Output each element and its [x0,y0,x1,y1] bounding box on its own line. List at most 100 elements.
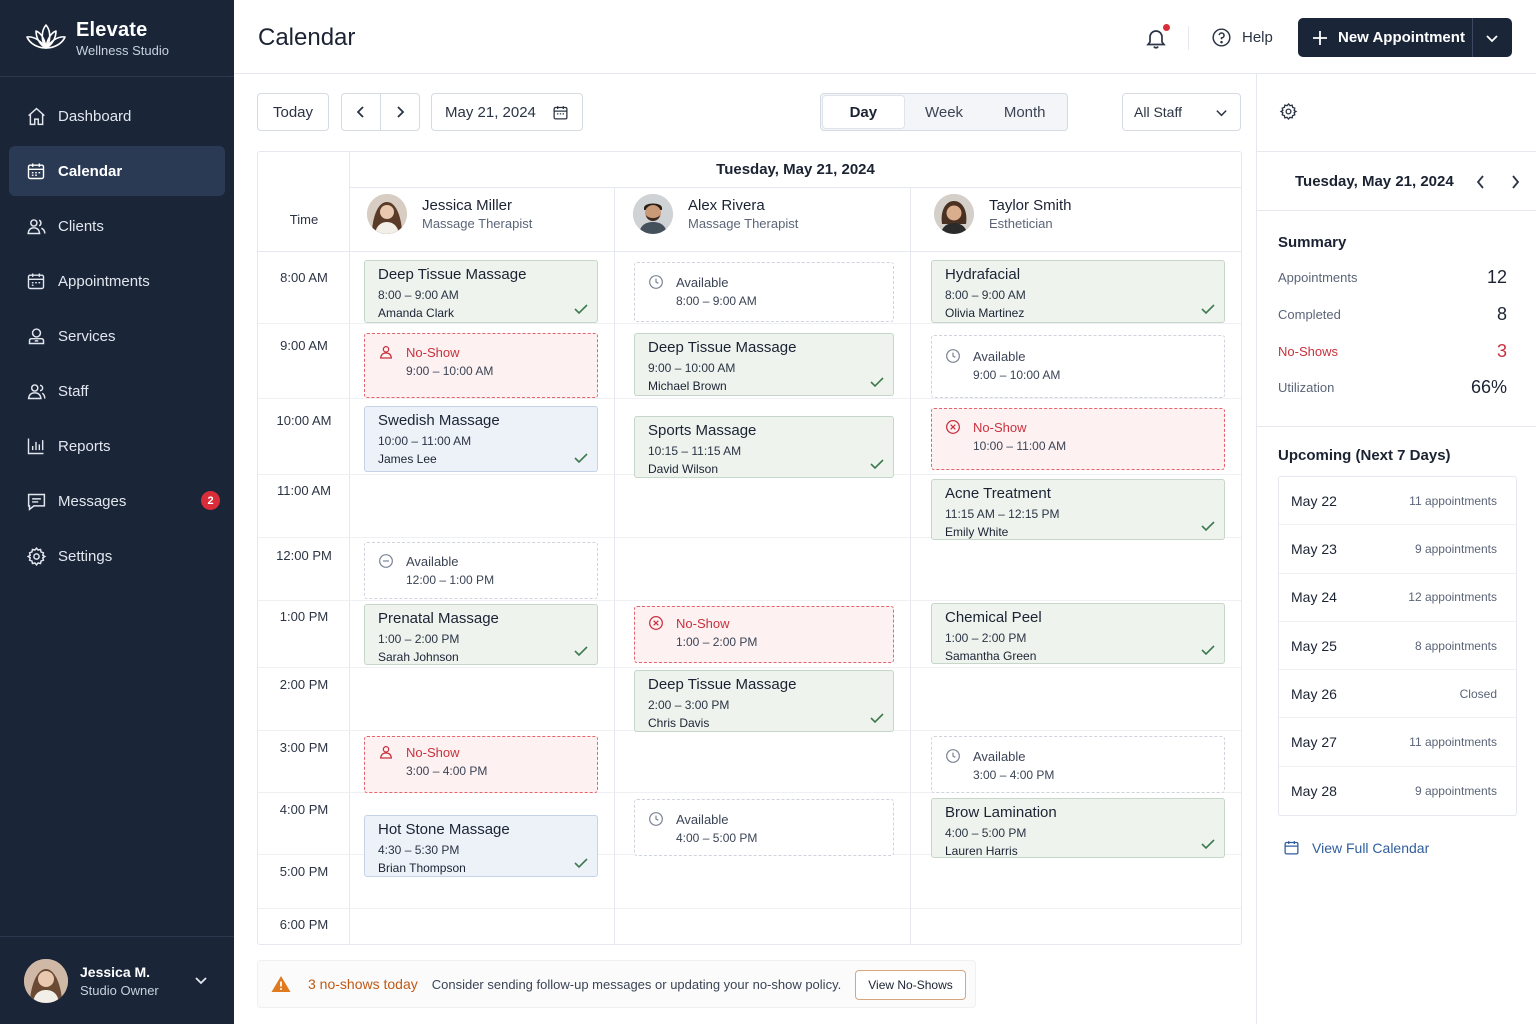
available-slot[interactable]: Available 9:00 – 10:00 AM [931,335,1225,398]
appointment-card[interactable]: Deep Tissue Massage 2:00 – 3:00 PM Chris… [634,670,894,732]
view-full-calendar-link[interactable]: View Full Calendar [1283,839,1429,856]
panel-date: Tuesday, May 21, 2024 [1295,173,1454,190]
gear-icon[interactable] [1279,102,1298,121]
prev-day-button[interactable] [341,93,381,131]
brand[interactable]: Elevate Wellness Studio [0,0,234,77]
avatar [633,194,673,234]
check-icon [1201,838,1215,850]
appointment-title: Hot Stone Massage [378,821,510,838]
panel-date-nav: Tuesday, May 21, 2024 [1257,151,1536,211]
noshow-slot[interactable]: No-Show 3:00 – 4:00 PM [364,736,598,793]
summary-value: 12 [1486,267,1507,287]
list-item[interactable]: May 22 11 appointments [1279,477,1516,526]
user-x-icon [378,344,394,360]
tab-month[interactable]: Month [1003,103,1046,121]
sidebar-item-reports[interactable]: Reports [9,421,225,471]
sidebar-item-calendar[interactable]: Calendar [9,146,225,196]
sidebar-item-appointments[interactable]: Appointments [9,256,225,306]
chevron-left-icon[interactable] [1475,174,1487,190]
noshow-slot[interactable]: No-Show 10:00 – 11:00 AM [931,408,1225,470]
appointment-card[interactable]: Hot Stone Massage 4:30 – 5:30 PM Brian T… [364,815,598,877]
appointment-card[interactable]: Prenatal Massage 1:00 – 2:00 PM Sarah Jo… [364,604,598,665]
sidebar-item-label: Reports [58,437,111,455]
help-button[interactable]: Help [1211,27,1273,48]
appointment-card[interactable]: Deep Tissue Massage 8:00 – 9:00 AM Amand… [364,260,598,323]
appointment-title: Hydrafacial [945,266,1021,283]
appointment-card[interactable]: Brow Lamination 4:00 – 5:00 PM Lauren Ha… [931,798,1225,858]
bell-icon[interactable] [1144,24,1170,50]
help-circle-icon [1211,27,1232,48]
available-slot[interactable]: Available 4:00 – 5:00 PM [634,799,894,856]
list-item[interactable]: May 24 12 appointments [1279,574,1516,622]
appointment-card[interactable]: Acne Treatment 11:15 AM – 12:15 PM Emily… [931,479,1225,540]
staff-name: Jessica Miller [422,197,513,214]
summary-label: Completed [1278,307,1341,322]
time-label: 2:00 PM [279,677,329,692]
sidebar-item-settings[interactable]: Settings [9,531,225,581]
staff-role: Massage Therapist [422,216,533,231]
appointment-card[interactable]: Deep Tissue Massage 9:00 – 10:00 AM Mich… [634,333,894,396]
appointment-time: 1:00 – 2:00 PM [378,632,460,646]
check-icon [870,376,884,388]
appointment-client: Sarah Johnson [378,650,459,664]
list-item[interactable]: May 27 11 appointments [1279,718,1516,767]
upcoming-count: 11 appointments [1409,735,1497,750]
appointment-client: James Lee [378,452,437,466]
upcoming-count: 11 appointments [1409,493,1497,508]
next-day-button[interactable] [380,93,420,131]
tab-week[interactable]: Week [924,103,964,121]
appointment-card[interactable]: Chemical Peel 1:00 – 2:00 PM Samantha Gr… [931,603,1225,664]
upcoming-count: 12 appointments [1408,590,1497,605]
staff-header-jessica[interactable]: Jessica Miller Massage Therapist [367,194,532,234]
today-button[interactable]: Today [257,93,329,131]
noshow-slot[interactable]: No-Show 9:00 – 10:00 AM [364,333,598,398]
summary-panel: Tuesday, May 21, 2024 Summary Appointmen… [1256,74,1536,1024]
slot-time: 3:00 – 4:00 PM [406,764,488,778]
appointment-time: 4:00 – 5:00 PM [945,826,1027,840]
chevron-right-icon[interactable] [1509,174,1521,190]
upcoming-day: May 28 [1291,782,1337,799]
list-item[interactable]: May 28 9 appointments [1279,767,1516,815]
row-divider [258,600,1241,601]
check-icon [574,452,588,464]
list-item[interactable]: May 26 Closed [1279,670,1516,719]
sidebar-item-dashboard[interactable]: Dashboard [9,91,225,141]
sidebar-item-services[interactable]: Services [9,311,225,361]
time-label: 11:00 AM [277,483,331,498]
today-label: Today [272,103,314,121]
available-slot[interactable]: Available 8:00 – 9:00 AM [634,262,894,322]
noshow-slot[interactable]: No-Show 1:00 – 2:00 PM [634,606,894,663]
sidebar-item-staff[interactable]: Staff [9,366,225,416]
sidebar-item-messages[interactable]: Messages 2 [9,476,225,526]
staff-header-taylor[interactable]: Taylor Smith Esthetician [934,194,1072,234]
appointment-card[interactable]: Swedish Massage 10:00 – 11:00 AM James L… [364,406,598,472]
user-x-icon [378,744,394,760]
new-appointment-button[interactable]: New Appointment [1298,18,1512,57]
view-noshows-button[interactable]: View No-Shows [855,970,966,1000]
staff-filter-select[interactable]: All Staff [1122,93,1241,131]
staff-header-alex[interactable]: Alex Rivera Massage Therapist [633,194,798,234]
chevron-down-icon[interactable] [194,973,208,987]
appointment-time: 1:00 – 2:00 PM [945,631,1027,645]
list-item[interactable]: May 25 8 appointments [1279,622,1516,671]
list-item[interactable]: May 23 9 appointments [1279,525,1516,574]
message-icon [25,490,47,512]
alert-message: Consider sending follow-up messages or u… [431,976,842,992]
tab-day[interactable]: Day [823,96,904,128]
new-appointment-label: New Appointment [1338,29,1465,46]
appointment-client: Amanda Clark [378,306,455,320]
available-slot[interactable]: Available 12:00 – 1:00 PM [364,542,598,599]
sidebar-item-clients[interactable]: Clients [9,201,225,251]
alert-title: 3 no-shows today [308,976,418,992]
available-slot[interactable]: Available 3:00 – 4:00 PM [931,736,1225,793]
chevron-down-icon[interactable] [1485,31,1499,45]
bar-chart-icon [25,435,47,457]
date-picker[interactable]: May 21, 2024 [431,93,583,131]
upcoming-list: May 22 11 appointments May 23 9 appointmen… [1278,476,1517,817]
user-profile[interactable]: Jessica M. Studio Owner [0,936,234,1024]
avatar [367,194,407,234]
appointment-card[interactable]: Hydrafacial 8:00 – 9:00 AM Olivia Martin… [931,260,1225,323]
appointment-card[interactable]: Sports Massage 10:15 – 11:15 AM David Wi… [634,416,894,478]
appointment-title: Brow Lamination [945,804,1057,821]
appointment-time: 10:00 – 11:00 AM [378,434,472,448]
